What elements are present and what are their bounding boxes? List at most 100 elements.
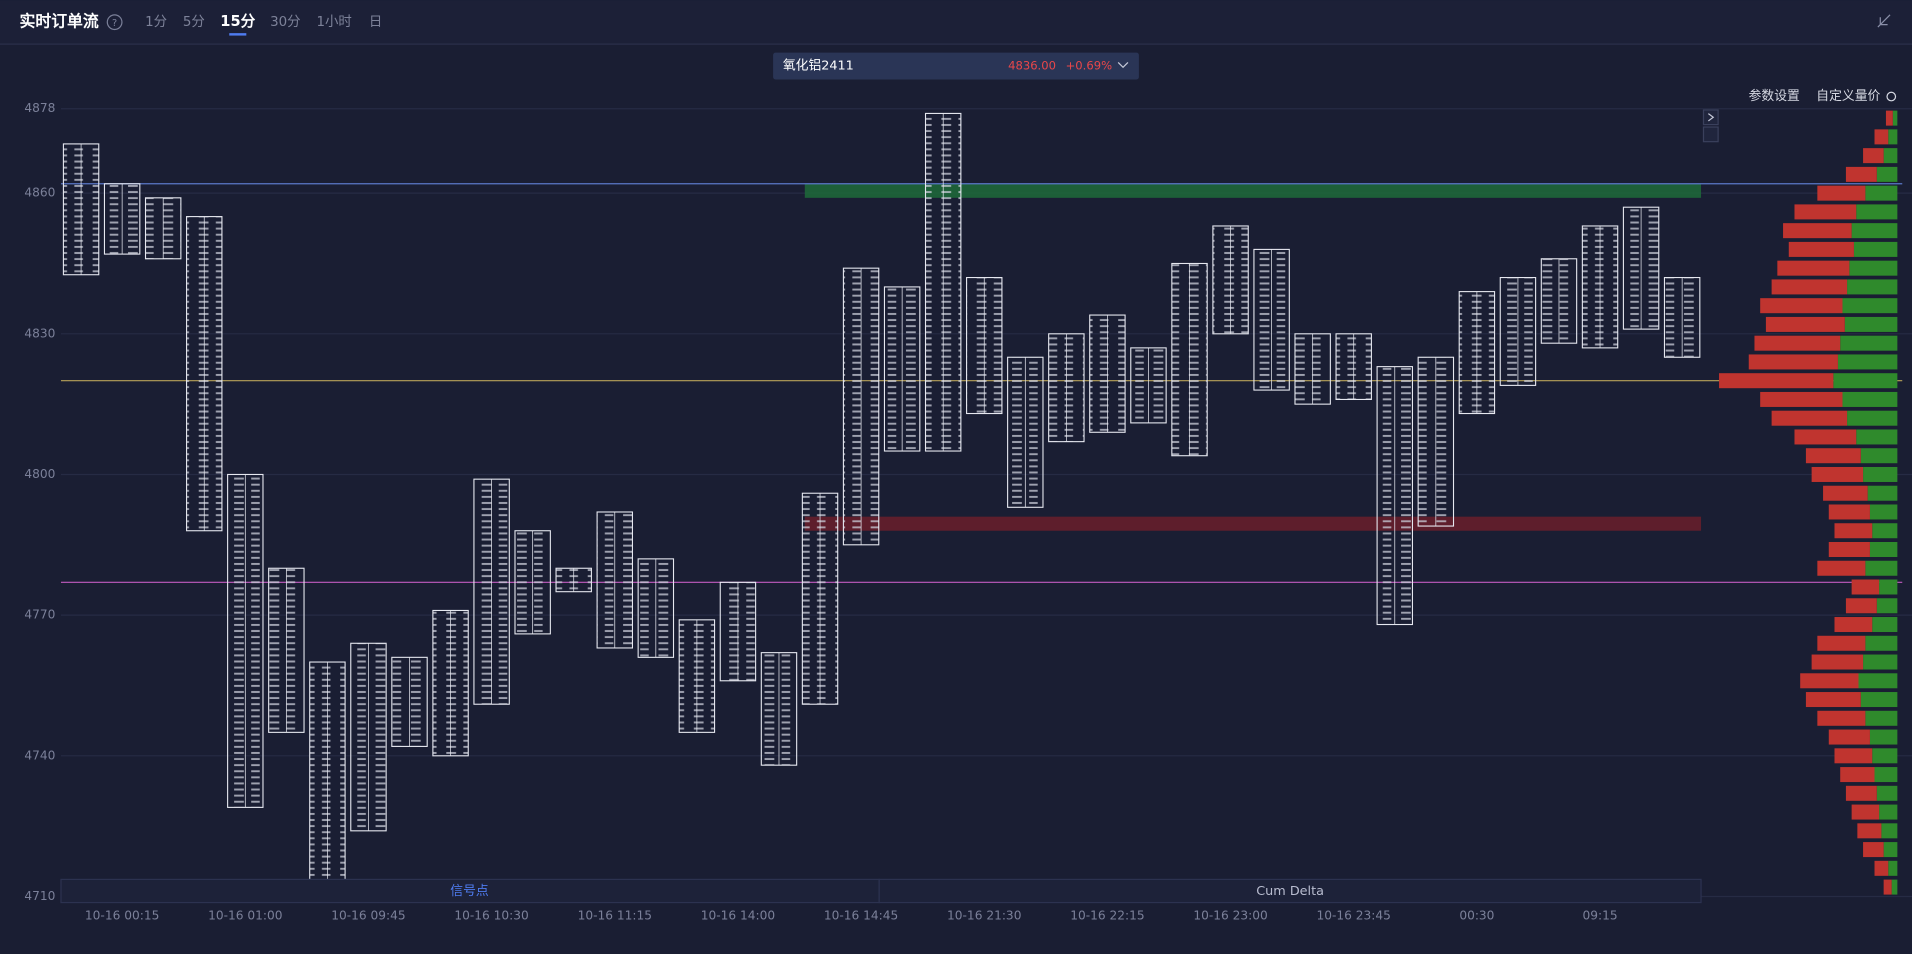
profile-buy <box>1872 617 1898 633</box>
profile-sell <box>1834 617 1873 633</box>
profile-buy <box>1869 541 1898 557</box>
expand-button[interactable] <box>1702 109 1719 126</box>
profile-sell <box>1760 391 1843 407</box>
settings-button[interactable]: 参数设置 <box>1749 88 1800 104</box>
profile-buy <box>1883 148 1898 164</box>
interval-tab[interactable]: 1小时 <box>316 14 351 30</box>
profile-sell <box>1800 673 1859 689</box>
help-mark[interactable]: ? <box>112 18 117 29</box>
profile-sell <box>1863 148 1884 164</box>
profile-sell <box>1851 804 1880 820</box>
profile-sell <box>1771 410 1848 426</box>
profile-sell <box>1783 223 1852 239</box>
profile-buy <box>1872 748 1898 764</box>
profile-sell <box>1857 823 1882 839</box>
custom-button[interactable]: 自定义量价 <box>1816 89 1880 104</box>
profile-buy <box>1874 767 1898 783</box>
profile-buy <box>1851 223 1898 239</box>
profile-sell <box>1794 204 1857 220</box>
profile-buy <box>1856 204 1898 220</box>
screen-title: 实时订单流 <box>20 12 99 31</box>
dropdown-chevron[interactable] <box>1117 61 1129 69</box>
interval-tabs: 1分 5分 15分 30分 1小时 日 <box>145 13 382 36</box>
y-tick-label: 4878 <box>24 101 55 115</box>
profile-buy <box>1888 129 1898 145</box>
profile-buy <box>1892 110 1898 126</box>
x-tick-label: 10-16 23:45 <box>1317 908 1391 922</box>
y-tick-label: 4800 <box>24 467 55 481</box>
profile-sell <box>1748 354 1838 370</box>
profile-buy <box>1883 842 1898 858</box>
profile-sell <box>1834 748 1873 764</box>
profile-buy <box>1865 185 1898 201</box>
price-zone <box>804 516 1702 531</box>
profile-buy <box>1867 485 1898 501</box>
custom-icon[interactable] <box>1886 91 1897 102</box>
instrument-price: 4836.00 <box>1008 59 1056 73</box>
profile-sell <box>1754 335 1841 351</box>
profile-buy <box>1847 410 1898 426</box>
profile-buy <box>1865 635 1898 651</box>
x-tick-label: 00:30 <box>1459 908 1494 922</box>
x-tick-label: 10-16 14:00 <box>701 908 775 922</box>
interval-tab[interactable]: 日 <box>369 15 382 30</box>
instrument-selector[interactable] <box>773 52 1139 80</box>
profile-sell <box>1874 129 1889 145</box>
y-tick-label: 4860 <box>24 186 55 200</box>
profile-sell <box>1817 710 1866 726</box>
profile-sell <box>1845 598 1877 614</box>
delta-panel-label[interactable]: Cum Delta <box>1256 884 1324 899</box>
profile-sell <box>1805 692 1861 708</box>
interval-tab[interactable]: 5分 <box>183 14 205 30</box>
profile-buy <box>1856 429 1898 445</box>
profile-buy <box>1853 241 1898 257</box>
profile-sell <box>1834 523 1873 539</box>
profile-buy <box>1863 654 1898 670</box>
x-tick-label: 10-16 22:15 <box>1070 908 1144 922</box>
profile-sell <box>1794 429 1857 445</box>
x-tick-label: 10-16 11:15 <box>578 908 652 922</box>
signal-panel-label[interactable]: 信号点 <box>450 884 489 899</box>
profile-sell <box>1845 166 1877 182</box>
profile-sell <box>1777 260 1850 276</box>
profile-sell <box>1765 316 1845 332</box>
profile-buy <box>1847 279 1898 295</box>
instrument-name[interactable]: 氧化铝2411 <box>783 59 854 74</box>
profile-buy <box>1833 373 1898 389</box>
y-tick-label: 4710 <box>24 889 55 903</box>
x-tick-label: 09:15 <box>1582 908 1617 922</box>
profile-sell <box>1817 185 1866 201</box>
profile-buy <box>1840 335 1898 351</box>
profile-sell <box>1805 448 1861 464</box>
profile-sell <box>1828 541 1870 557</box>
interval-tab[interactable]: 1分 <box>145 14 167 30</box>
instrument-change: +0.69% <box>1066 59 1112 73</box>
profile-buy <box>1863 466 1898 482</box>
price-zone <box>804 183 1702 198</box>
expand-chevron[interactable] <box>1707 113 1715 122</box>
y-tick-label: 4770 <box>24 608 55 622</box>
profile-buy <box>1842 391 1898 407</box>
delta-panel <box>878 878 1702 904</box>
profile-sell <box>1845 785 1877 801</box>
profile-buy <box>1876 598 1898 614</box>
collapse-icon[interactable] <box>1877 14 1891 28</box>
profile-buy <box>1876 785 1898 801</box>
interval-tab[interactable]: 15分 <box>220 13 255 30</box>
profile-buy <box>1888 860 1898 876</box>
info-button[interactable] <box>1702 126 1719 143</box>
profile-sell <box>1883 879 1892 895</box>
x-tick-label: 10-16 21:30 <box>947 908 1021 922</box>
interval-tab[interactable]: 30分 <box>270 14 300 30</box>
help-icon[interactable] <box>106 14 123 31</box>
profile-buy <box>1879 804 1898 820</box>
profile-sell <box>1811 654 1864 670</box>
profile-sell <box>1719 373 1834 389</box>
profile-sell <box>1828 729 1870 745</box>
profile-buy <box>1891 879 1898 895</box>
y-tick-label: 4830 <box>24 326 55 340</box>
profile-buy <box>1865 560 1898 576</box>
profile-buy <box>1876 166 1898 182</box>
profile-sell <box>1817 560 1866 576</box>
